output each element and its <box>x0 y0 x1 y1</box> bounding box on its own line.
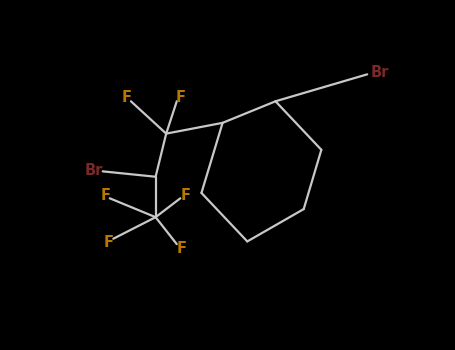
Text: F: F <box>176 90 186 105</box>
Text: F: F <box>121 90 131 105</box>
Text: F: F <box>101 188 111 203</box>
Text: F: F <box>104 235 114 250</box>
Text: F: F <box>177 241 187 256</box>
Text: F: F <box>181 188 191 203</box>
Text: Br: Br <box>371 65 389 80</box>
Text: Br: Br <box>85 162 103 177</box>
